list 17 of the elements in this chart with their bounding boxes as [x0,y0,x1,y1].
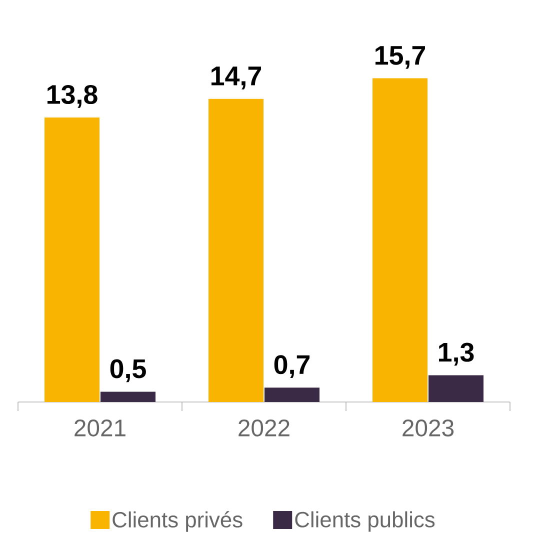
x-tick-label: 2022 [238,420,290,436]
bar [100,392,156,402]
data-label: 15,7 [376,46,425,69]
data-label: 0,5 [110,359,146,382]
bar [264,388,320,402]
legend-label: Clients privés [112,511,242,532]
bar [44,117,100,402]
data-label: 13,8 [48,84,98,108]
data-label: 0,7 [274,355,310,378]
legend-label: Clients publics [295,511,435,532]
bar [428,375,484,402]
bar [208,98,264,402]
x-tick-label: 2021 [74,420,126,436]
bar [372,78,428,402]
x-tick-label: 2023 [402,420,454,436]
data-label: 14,7 [212,66,261,90]
data-label: 1,3 [438,342,474,366]
